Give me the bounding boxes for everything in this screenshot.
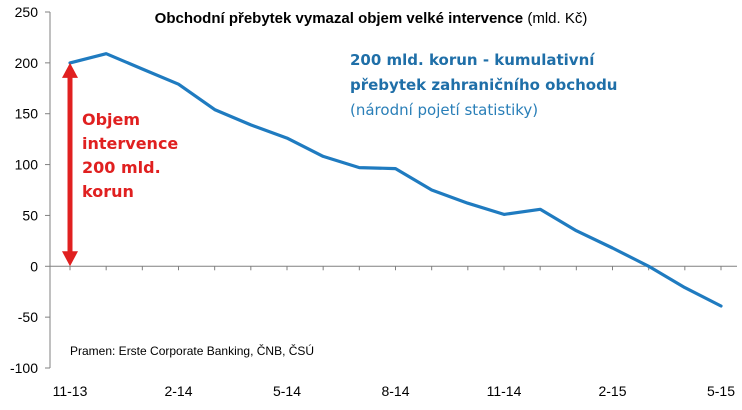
intervention-arrow xyxy=(62,62,78,267)
y-tick-label: 250 xyxy=(15,4,39,20)
y-tick-label: 50 xyxy=(22,207,38,223)
chart-title: Obchodní přebytek vymazal objem velké in… xyxy=(0,10,742,27)
chart-title-unit: (mld. Kč) xyxy=(527,10,588,27)
y-tick-label: -50 xyxy=(18,309,38,325)
x-tick-label: 5-15 xyxy=(707,383,735,399)
y-tick-label: 0 xyxy=(30,258,38,274)
intervention-annotation: Objem intervence 200 mld. korun xyxy=(82,110,179,201)
arrow-head-bottom xyxy=(62,251,78,267)
chart-title-main: Obchodní přebytek vymazal objem velké in… xyxy=(154,10,524,27)
axis-ticks: -100 -50 0 50 100 150 200 250 11-13 2-14 5-14 8-14 1… xyxy=(10,4,735,399)
x-tick-label: 11-13 xyxy=(53,383,88,399)
x-tick-label: 8-14 xyxy=(381,383,409,399)
arrow-head-top xyxy=(62,62,78,78)
trade-surplus-annotation: 200 mld. korun - kumulativní přebytek za… xyxy=(350,48,650,123)
y-tick-label: 150 xyxy=(15,106,39,122)
trade-surplus-annotation-normal: (národní pojetí statistiky) xyxy=(350,101,539,119)
y-tick-label: 200 xyxy=(15,55,39,71)
y-tick-label: -100 xyxy=(10,360,38,376)
trade-surplus-annotation-bold: 200 mld. korun - kumulativní přebytek za… xyxy=(350,51,618,94)
chart-axes xyxy=(49,12,737,368)
x-tick-label: 5-14 xyxy=(273,383,301,399)
x-tick-label: 11-14 xyxy=(487,383,522,399)
y-tick-label: 100 xyxy=(15,157,39,173)
source-note: Pramen: Erste Corporate Banking, ČNB, ČS… xyxy=(70,344,315,358)
x-tick-label: 2-14 xyxy=(164,383,192,399)
x-tick-label: 2-15 xyxy=(598,383,626,399)
series-group xyxy=(68,52,723,308)
